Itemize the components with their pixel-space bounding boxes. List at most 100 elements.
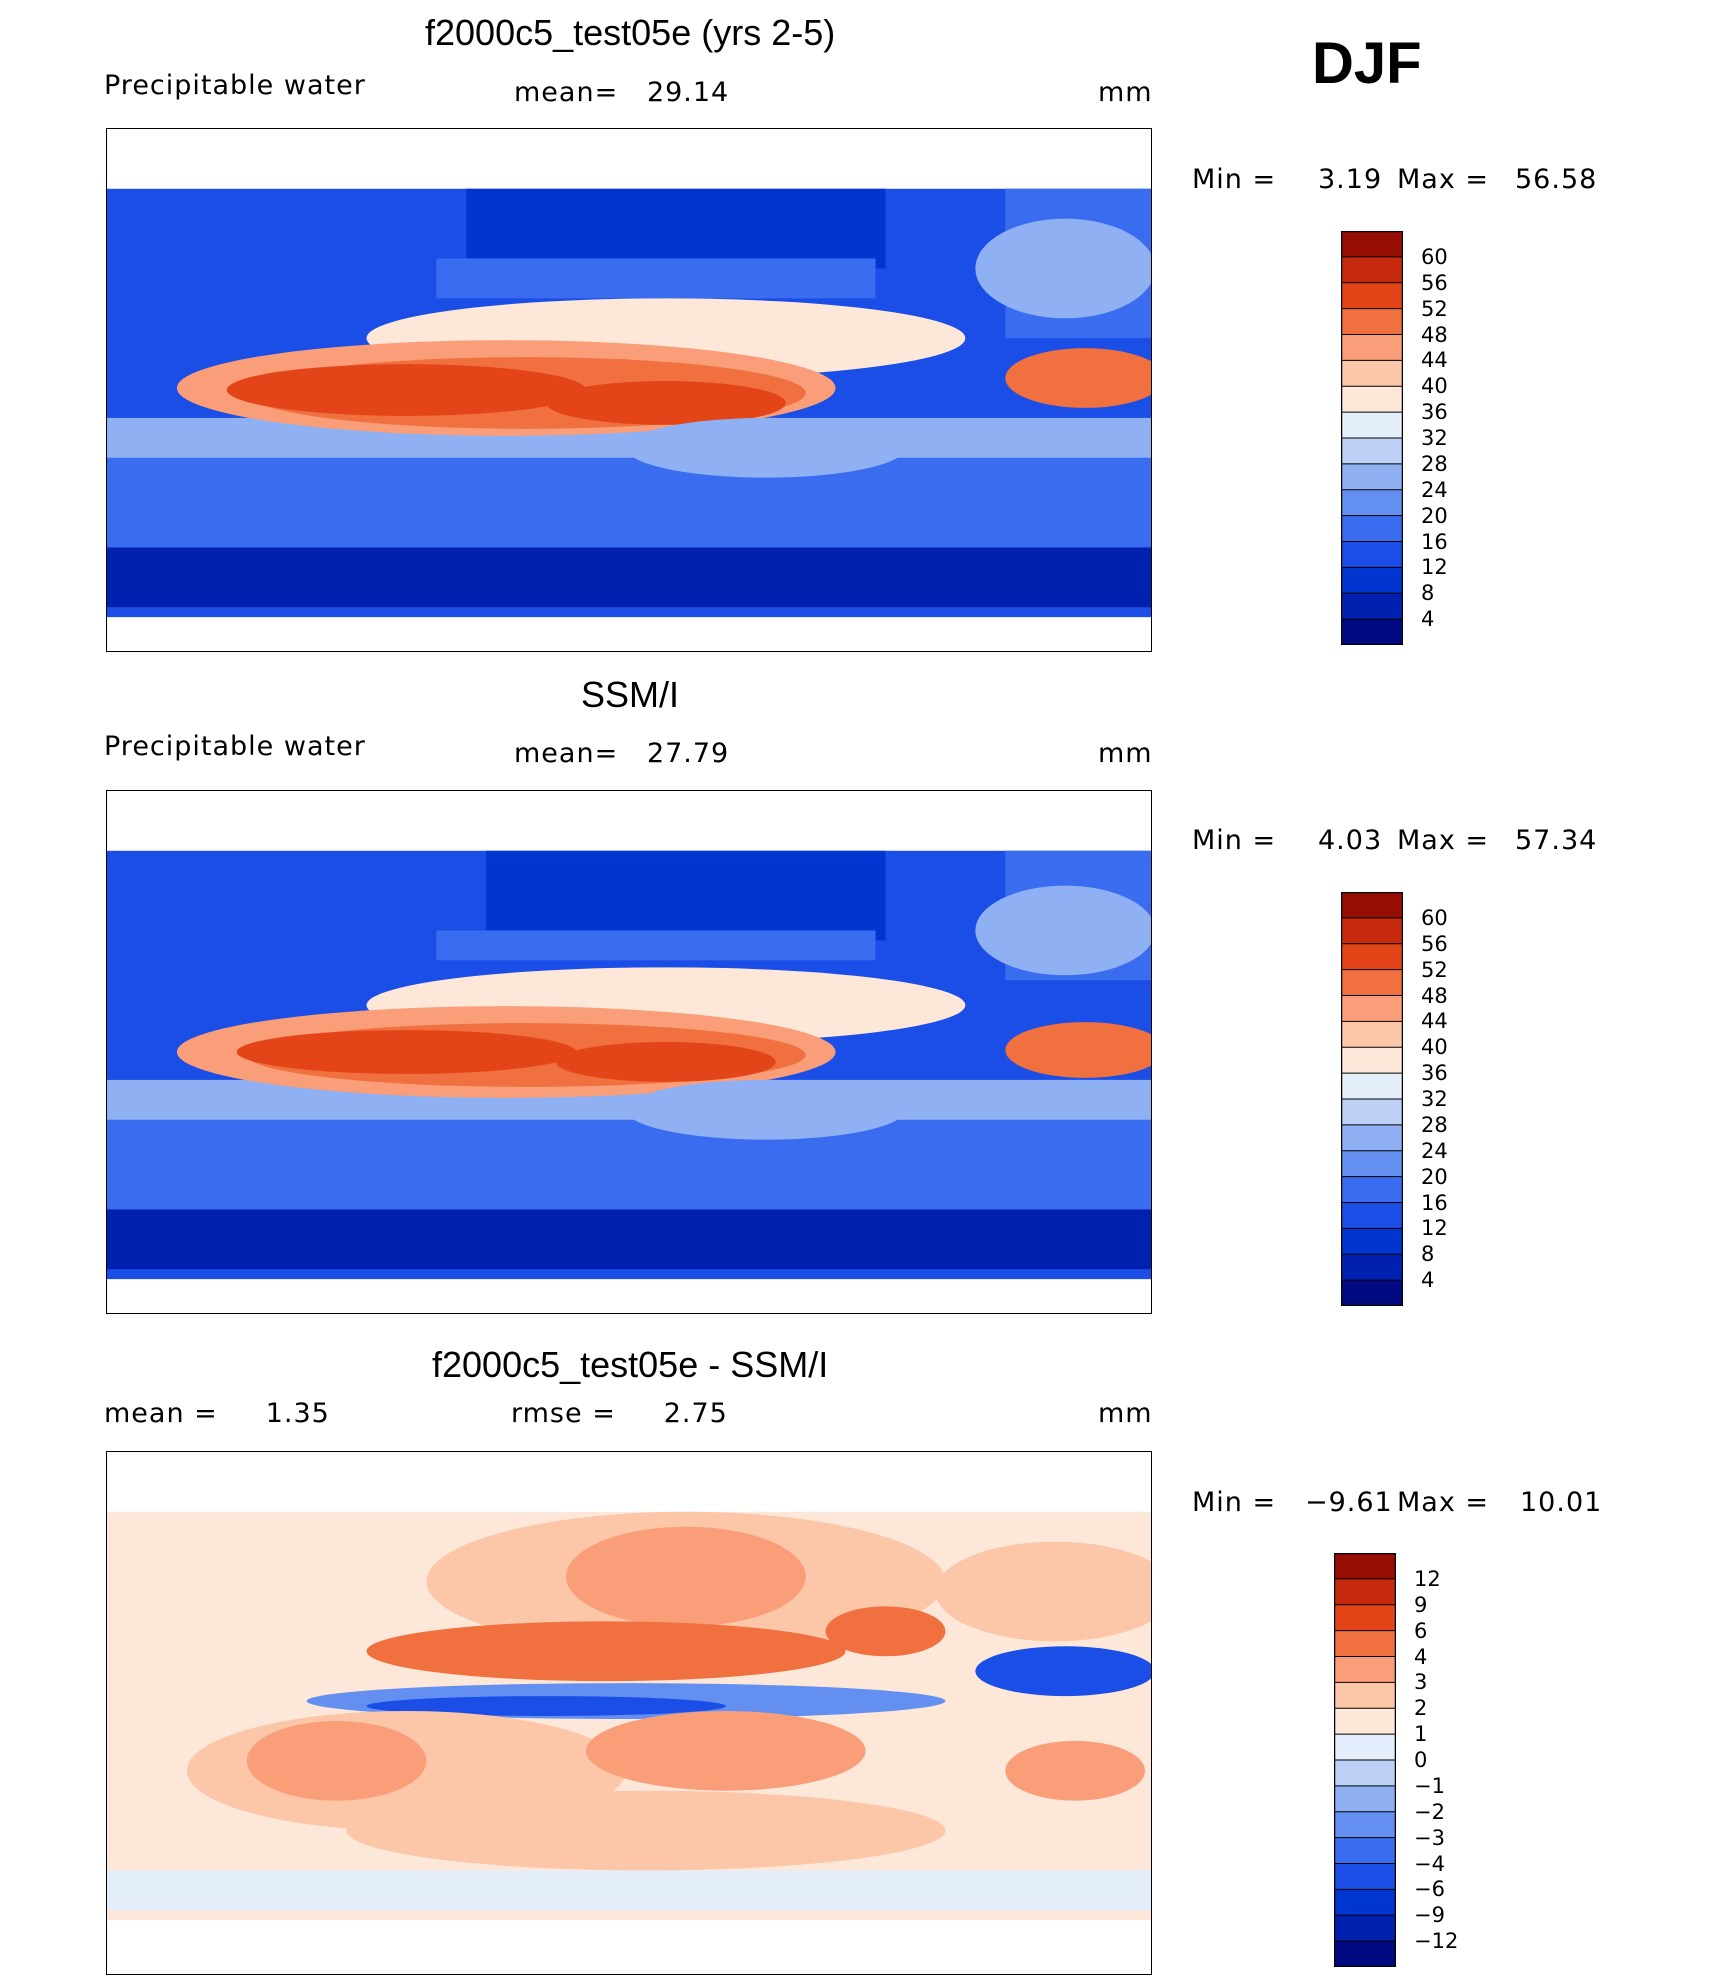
panel-2-colorbar [1341,892,1403,1306]
colorbar-swatch [1334,1863,1396,1891]
colorbar-tick-label: 16 [1421,1190,1448,1215]
colorbar-tick-label: −1 [1414,1773,1445,1798]
colorbar-swatch [1341,282,1403,310]
colorbar-tick-label: −2 [1414,1799,1445,1824]
colorbar-swatch [1341,917,1403,945]
colorbar-swatch [1334,1707,1396,1736]
panel-1-colorbar [1341,231,1403,645]
colorbar-swatch [1341,1020,1403,1049]
panel-2-mean-label: mean= 27.79 [514,738,730,769]
colorbar-swatch [1341,256,1403,284]
colorbar-border [1341,892,1403,1306]
colorbar-swatch [1341,1124,1403,1152]
colorbar-tick-label: −3 [1414,1825,1445,1850]
colorbar-tick-label: 44 [1421,1009,1448,1034]
colorbar-swatch [1334,1914,1396,1943]
colorbar-tick-label: 56 [1421,270,1448,295]
panel-1-variable-label: Precipitable water [104,70,366,101]
colorbar-swatch [1334,1733,1396,1761]
colorbar-tick-label: 40 [1421,1035,1448,1060]
colorbar-tick-label: 20 [1421,1164,1448,1189]
panel-3-min-label: Min = [1192,1487,1277,1518]
panel-1-mean-label: mean= 29.14 [514,77,730,108]
colorbar-tick-label: 0 [1414,1748,1428,1772]
colorbar-tick-label: 60 [1421,244,1448,269]
colorbar-tick-label: 4 [1421,607,1435,632]
colorbar-tick-label: 40 [1421,374,1448,399]
colorbar-swatch [1341,515,1403,543]
panel-1-map [106,128,1152,652]
panel-1-max-label: Max = [1397,164,1490,195]
colorbar-swatch [1334,1656,1396,1684]
colorbar-swatch [1334,1759,1396,1787]
panel-2-max-label: Max = [1397,825,1490,856]
colorbar-swatch [1341,541,1403,569]
panel-3-title: f2000c5_test05e - SSM/I [432,1344,829,1385]
panel-2-title: SSM/I [581,674,680,715]
colorbar-tick-label: 52 [1421,296,1448,321]
panel-1-field [107,188,1151,618]
panel-2-variable-label: Precipitable water [104,731,366,762]
colorbar-tick-label: −12 [1414,1929,1459,1954]
colorbar-tick-label: 3 [1414,1670,1428,1695]
colorbar-swatch [1341,411,1403,439]
colorbar-tick-label: 24 [1421,477,1448,502]
colorbar-svg [1341,892,1403,1306]
colorbar-swatch [1341,995,1403,1023]
colorbar-swatch [1341,359,1403,388]
colorbar-swatch [1341,385,1403,414]
panel-1-min-label: Min = [1192,164,1277,195]
colorbar-swatch [1341,437,1403,465]
colorbar-tick-label: 60 [1421,905,1448,930]
panel-2-min-value: 4.03 [1318,825,1383,856]
colorbar-tick-label: 16 [1421,529,1448,554]
colorbar-swatch [1341,969,1403,997]
panel-2-units: mm [1098,738,1153,769]
panel-2-field [107,850,1151,1280]
colorbar-tick-label: 1 [1414,1722,1428,1747]
colorbar-tick-label: −6 [1414,1877,1445,1902]
colorbar-swatch [1341,1150,1403,1178]
colorbar-svg [1334,1553,1396,1967]
colorbar-swatch [1334,1681,1396,1710]
colorbar-swatch [1341,308,1403,336]
colorbar-swatch [1334,1578,1396,1606]
colorbar-swatch [1341,1098,1403,1126]
panel-2-max-value: 57.34 [1515,825,1598,856]
colorbar-swatch [1334,1888,1396,1917]
colorbar-tick-label: 12 [1421,1216,1448,1241]
colorbar-tick-label: 48 [1421,322,1448,347]
colorbar-swatch [1334,1940,1396,1967]
colorbar-tick-label: 8 [1421,1242,1435,1267]
colorbar-swatch [1334,1811,1396,1839]
panel-3-min-value: −9.61 [1305,1487,1393,1518]
colorbar-tick-label: 8 [1421,581,1435,606]
panel-3-max-label: Max = [1397,1487,1490,1518]
colorbar-swatch [1341,1253,1403,1282]
panel-2-min-label: Min = [1192,825,1277,856]
colorbar-tick-label: 48 [1421,983,1448,1008]
season-label: DJF [1312,31,1422,96]
colorbar-swatch [1334,1604,1396,1632]
colorbar-tick-label: 44 [1421,348,1448,373]
panel-3-map [106,1451,1152,1975]
colorbar-swatch [1334,1785,1396,1813]
colorbar-border [1334,1553,1396,1967]
colorbar-swatch [1341,1202,1403,1230]
colorbar-swatch [1334,1630,1396,1658]
colorbar-tick-label: 4 [1421,1268,1435,1293]
colorbar-tick-label: 36 [1421,1061,1448,1086]
colorbar-swatch [1341,1046,1403,1075]
colorbar-swatch [1341,592,1403,621]
colorbar-swatch [1341,334,1403,362]
panel-3-units: mm [1098,1398,1153,1429]
colorbar-swatch [1341,566,1403,595]
colorbar-swatch [1341,618,1403,645]
colorbar-tick-label: 20 [1421,503,1448,528]
colorbar-tick-label: −9 [1414,1903,1445,1928]
panel-3-max-value: 10.01 [1520,1487,1603,1518]
colorbar-tick-label: 32 [1421,426,1448,450]
colorbar-tick-label: 36 [1421,400,1448,425]
colorbar-tick-label: 2 [1414,1696,1428,1721]
colorbar-tick-label: 28 [1421,1112,1448,1137]
